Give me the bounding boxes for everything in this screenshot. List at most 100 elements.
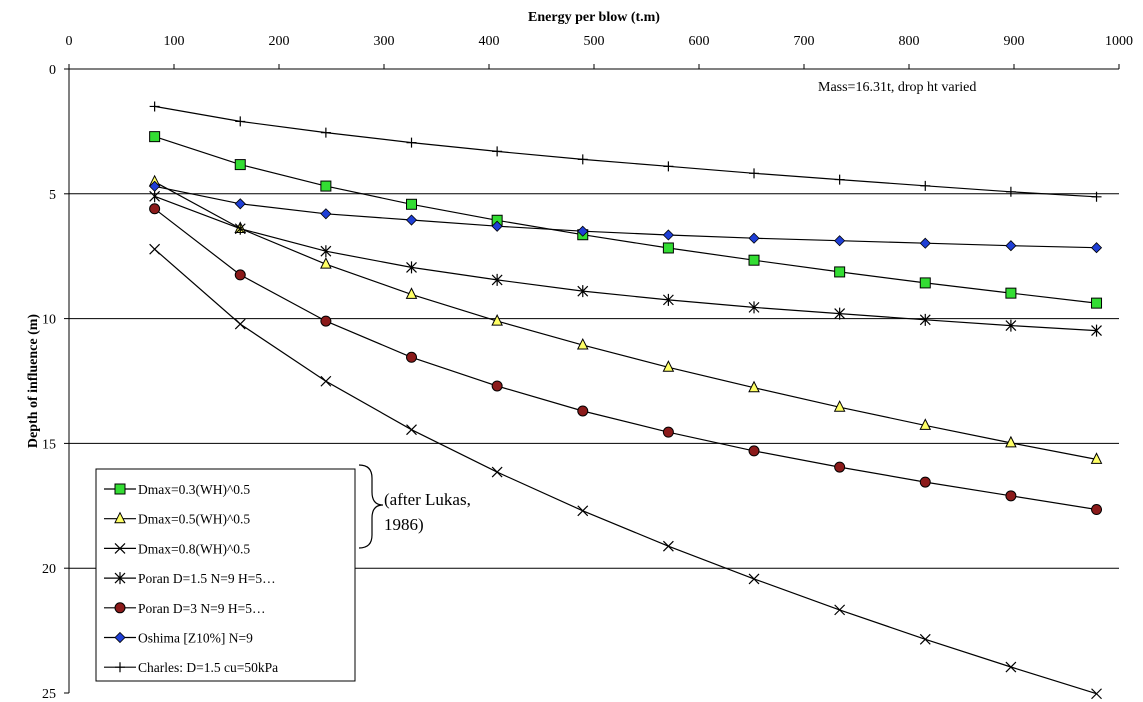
- series-0-point-8: [834, 266, 846, 278]
- series-1-point-4: [491, 313, 503, 326]
- series-2-point-6: [662, 540, 674, 552]
- y-tick-label-3: 15: [42, 437, 56, 452]
- series-line-2: [154, 248, 1097, 695]
- legend-marker-5: [114, 631, 126, 644]
- series-2-point-4: [491, 466, 503, 478]
- x-tick-label-0: 0: [66, 34, 73, 49]
- series-3-point-0: [149, 190, 161, 203]
- series-5-point-7: [748, 232, 760, 244]
- series-4-point-0: [149, 203, 161, 215]
- x-tick-label-3: 300: [374, 34, 395, 49]
- x-tick-label-10: 1000: [1105, 34, 1133, 49]
- series-line-6: [154, 105, 1097, 198]
- series-0-point-6: [662, 242, 674, 254]
- chart-annotation: Mass=16.31t, drop ht varied: [818, 80, 976, 95]
- series-4-point-9: [919, 476, 931, 488]
- series-5-point-9: [919, 237, 931, 249]
- series-6-point-3: [406, 137, 417, 148]
- series-4: [149, 203, 1103, 516]
- x-tick-label-9: 900: [1004, 34, 1025, 49]
- series-4-point-1: [234, 269, 246, 281]
- series-5-point-6: [662, 229, 674, 241]
- series-6-point-10: [1005, 186, 1016, 197]
- legend-label-5: Oshima [Z10%] N=9: [138, 631, 253, 646]
- x-tick-label-4: 400: [479, 34, 500, 49]
- series-3-point-11: [1091, 324, 1102, 337]
- x-tick-label-6: 600: [689, 34, 710, 49]
- series-2-point-0: [149, 243, 161, 255]
- series-3-point-4: [491, 273, 503, 286]
- x-axis-title: Energy per blow (t.m): [528, 10, 660, 25]
- series-1-point-5: [576, 337, 589, 350]
- series-1-point-10: [1005, 435, 1017, 448]
- series-6-point-4: [492, 146, 503, 157]
- series-4-point-11: [1091, 504, 1103, 516]
- legend-label-3: Poran D=1.5 N=9 H=5…: [138, 571, 276, 586]
- series-0-point-10: [1005, 287, 1017, 299]
- lukas-bracket: [358, 464, 384, 549]
- series-5-point-10: [1005, 240, 1017, 252]
- series-5-point-2: [320, 208, 332, 220]
- series-1-point-11: [1090, 452, 1103, 464]
- series-5-point-4: [491, 220, 503, 232]
- x-tick-label-7: 700: [794, 34, 815, 49]
- series-2-point-2: [320, 375, 332, 387]
- series-3-point-1: [234, 222, 246, 235]
- legend-label-4: Poran D=3 N=9 H=5…: [138, 601, 265, 616]
- series-line-3: [154, 195, 1097, 332]
- series-2-point-1: [234, 318, 246, 330]
- axes: 0 100 200 300 400 500 600 700 800 900 1000 0 5 10 15 20…: [42, 34, 1133, 702]
- series-3-point-8: [834, 307, 846, 320]
- series-0: [149, 131, 1103, 309]
- series-4-point-6: [662, 426, 674, 438]
- series-5: [149, 180, 1103, 254]
- series-line-5: [154, 185, 1097, 249]
- legend-label-1: Dmax=0.5(WH)^0.5: [138, 512, 250, 527]
- series-5-point-11: [1090, 242, 1103, 254]
- series-2: [149, 243, 1102, 700]
- series-0-point-11: [1091, 297, 1103, 309]
- y-axis-title: Depth of influence (m): [26, 314, 41, 448]
- series-0-point-0: [149, 131, 161, 143]
- series-5-point-1: [234, 198, 246, 210]
- legend-marker-1: [114, 511, 126, 524]
- series-2-point-7: [748, 573, 760, 585]
- legend-label-0: Dmax=0.3(WH)^0.5: [138, 482, 250, 497]
- series-3-point-7: [748, 301, 760, 314]
- series-5-point-3: [405, 214, 418, 226]
- series-2-point-10: [1005, 661, 1017, 673]
- series-line-0: [154, 136, 1097, 304]
- x-tick-label-2: 200: [269, 34, 290, 49]
- bracket-note-line-1: (after Lukas,: [384, 490, 471, 509]
- series-1-point-2: [320, 257, 332, 269]
- series-6-point-9: [920, 180, 931, 191]
- series-0-point-1: [234, 159, 246, 171]
- series-6-point-7: [749, 168, 760, 179]
- series-3: [149, 190, 1102, 337]
- y-tick-label-1: 5: [49, 188, 56, 203]
- series-6-point-11: [1091, 191, 1102, 202]
- series-5-point-5: [577, 225, 589, 237]
- series-1-point-3: [405, 287, 418, 299]
- series-6-point-0: [149, 101, 160, 112]
- y-tick-label-5: 25: [42, 687, 56, 702]
- series-6-point-1: [235, 116, 246, 127]
- y-tick-label-2: 10: [42, 313, 56, 328]
- series-0-point-7: [748, 254, 760, 266]
- series-5-point-0: [149, 180, 161, 192]
- series-4-point-5: [577, 405, 589, 417]
- legend-marker-6: [115, 662, 125, 673]
- series-layer: [148, 101, 1103, 700]
- legend-box: [95, 468, 356, 682]
- series-line-4: [154, 208, 1097, 511]
- series-3-point-9: [919, 313, 931, 326]
- series-3-point-2: [320, 245, 332, 258]
- x-tick-label-5: 500: [584, 34, 605, 49]
- series-2-point-3: [406, 424, 417, 436]
- series-3-point-10: [1005, 319, 1017, 332]
- series-0-point-9: [919, 277, 931, 289]
- series-6-point-5: [577, 154, 588, 165]
- legend-label-2: Dmax=0.8(WH)^0.5: [138, 541, 250, 556]
- series-1-point-9: [919, 418, 932, 430]
